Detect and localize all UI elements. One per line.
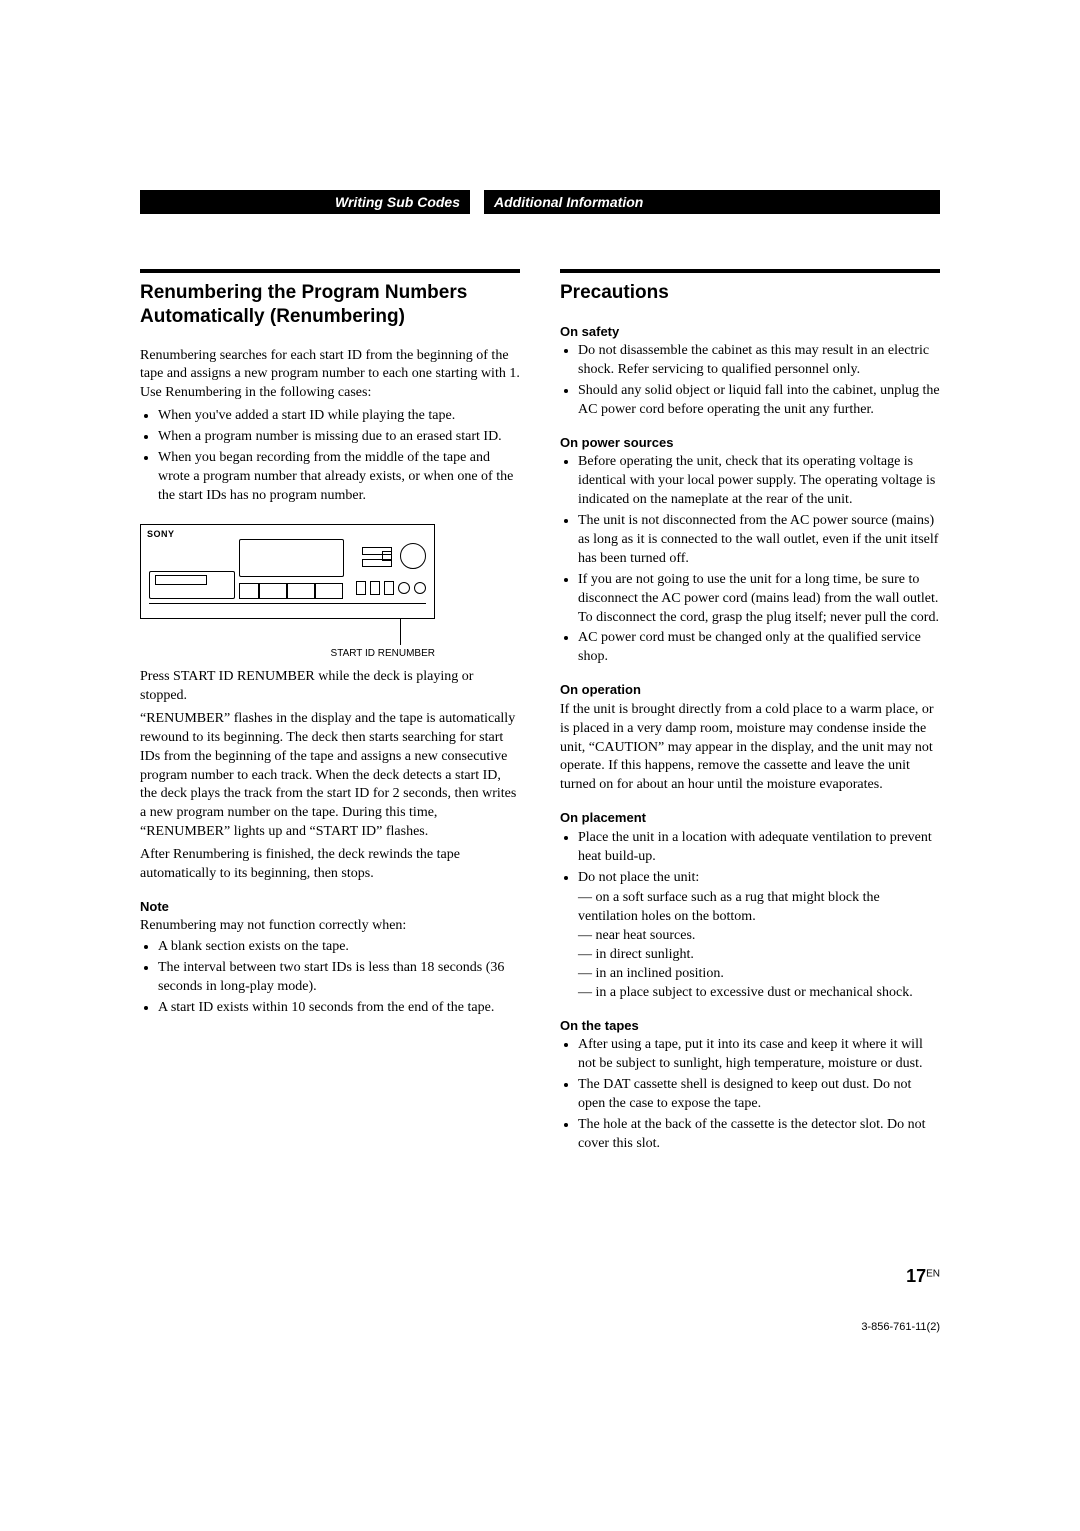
list-item: The hole at the back of the cassette is … (578, 1116, 940, 1154)
list-item: Do not place the unit: (578, 869, 940, 888)
callout-line-icon (400, 619, 401, 645)
list-item: Do not disassemble the cabinet as this m… (578, 342, 940, 380)
section-rule (560, 269, 940, 273)
right-column: Precautions On safety Do not disassemble… (560, 269, 940, 1164)
placement-list: Place the unit in a location with adequa… (560, 829, 940, 888)
tapes-list: After using a tape, put it into its case… (560, 1036, 940, 1153)
page-number-value: 17 (906, 1266, 926, 1286)
list-item: The interval between two start IDs is le… (158, 959, 520, 997)
right-button-row-icon (356, 581, 426, 595)
subhead-power: On power sources (560, 434, 940, 452)
list-item: on a soft surface such as a rug that mig… (578, 889, 940, 927)
left-section-title: Renumbering the Program Numbers Automati… (140, 281, 520, 329)
header-bars: Writing Sub Codes Additional Information (140, 190, 940, 214)
document-code: 3-856-761-11(2) (140, 1320, 940, 1335)
subhead-placement: On placement (560, 809, 940, 827)
list-item: The unit is not disconnected from the AC… (578, 512, 940, 569)
list-item: After using a tape, put it into its case… (578, 1036, 940, 1074)
header-bar-right: Additional Information (484, 190, 940, 214)
subhead-tapes: On the tapes (560, 1017, 940, 1035)
list-item: in direct sunlight. (578, 946, 940, 965)
content-columns: Renumbering the Program Numbers Automati… (140, 269, 940, 1164)
page-number: 17EN (140, 1264, 940, 1288)
list-item: Place the unit in a location with adequa… (578, 829, 940, 867)
safety-list: Do not disassemble the cabinet as this m… (560, 342, 940, 420)
note-heading: Note (140, 898, 520, 916)
note-block: Note Renumbering may not function correc… (140, 898, 520, 1018)
list-item: in an inclined position. (578, 965, 940, 984)
list-item: When you've added a start ID while playi… (158, 407, 520, 426)
button-row-icon (239, 583, 344, 599)
subhead-operation: On operation (560, 681, 940, 699)
right-section-title: Precautions (560, 281, 940, 305)
brand-label: SONY (147, 528, 175, 540)
list-item: Before operating the unit, check that it… (578, 453, 940, 510)
list-item: AC power cord must be changed only at th… (578, 629, 940, 667)
top-right-controls-icon (382, 543, 426, 569)
left-p3: After Renumbering is finished, the deck … (140, 846, 520, 884)
deck-illustration: SONY (140, 524, 435, 619)
list-item: A blank section exists on the tape. (158, 938, 520, 957)
display-panel-icon (239, 539, 344, 577)
list-item: A start ID exists within 10 seconds from… (158, 999, 520, 1018)
left-column: Renumbering the Program Numbers Automati… (140, 269, 520, 1164)
list-item: The DAT cassette shell is designed to ke… (578, 1076, 940, 1114)
placement-sub-list: on a soft surface such as a rug that mig… (560, 889, 940, 1002)
list-item: When you began recording from the middle… (158, 449, 520, 506)
operation-para: If the unit is brought directly from a c… (560, 701, 940, 795)
cassette-slot-icon (155, 575, 207, 585)
left-p2: “RENUMBER” flashes in the display and th… (140, 710, 520, 842)
diagram-callout-label: START ID RENUMBER (140, 647, 435, 661)
list-item: Should any solid object or liquid fall i… (578, 382, 940, 420)
list-item: If you are not going to use the unit for… (578, 571, 940, 628)
list-item: near heat sources. (578, 927, 940, 946)
page-footer: 17EN 3-856-761-11(2) (140, 1264, 940, 1335)
note-list: A blank section exists on the tape. The … (140, 938, 520, 1018)
deck-diagram: SONY (140, 524, 520, 661)
power-list: Before operating the unit, check that it… (560, 453, 940, 667)
subhead-safety: On safety (560, 323, 940, 341)
list-item: When a program number is missing due to … (158, 428, 520, 447)
jog-dial-icon (400, 543, 426, 569)
left-cases-list: When you've added a start ID while playi… (140, 407, 520, 505)
note-intro: Renumbering may not function correctly w… (140, 917, 520, 936)
page-number-suffix: EN (926, 1268, 940, 1279)
list-item: in a place subject to excessive dust or … (578, 984, 940, 1003)
header-bar-left: Writing Sub Codes (140, 190, 470, 214)
section-rule (140, 269, 520, 273)
left-p1: Press START ID RENUMBER while the deck i… (140, 668, 520, 706)
left-intro: Renumbering searches for each start ID f… (140, 347, 520, 404)
